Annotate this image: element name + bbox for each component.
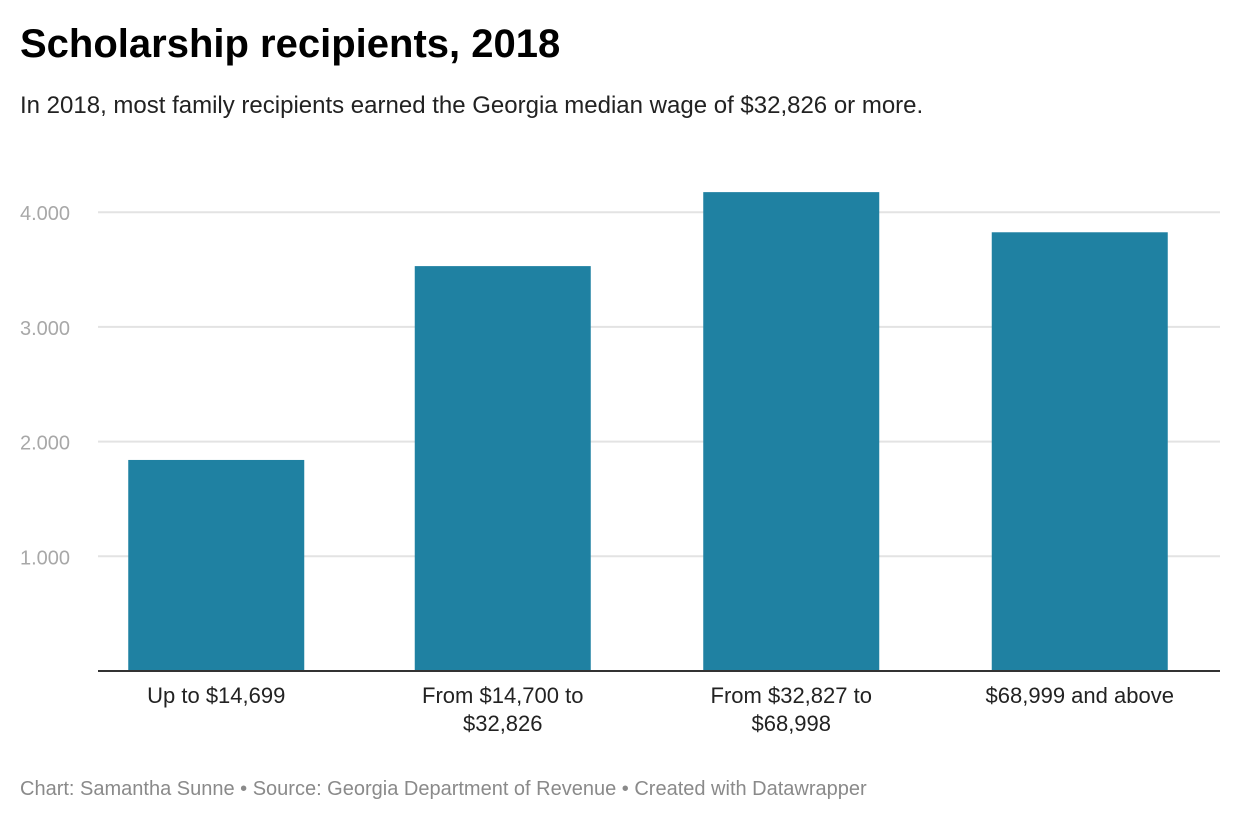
y-tick-label: 3.000 (20, 318, 70, 340)
x-tick-label: Up to $14,699 (147, 683, 285, 708)
bar (991, 232, 1168, 671)
x-tick-label: $32,826 (463, 711, 543, 736)
chart-title: Scholarship recipients, 2018 (20, 22, 561, 66)
y-tick-label: 1.000 (20, 547, 70, 569)
chart-footer: Chart: Samantha Sunne • Source: Georgia … (20, 778, 867, 800)
chart-subtitle: In 2018, most family recipients earned t… (20, 92, 924, 119)
bar (128, 459, 305, 671)
x-tick-label: From $32,827 to (711, 683, 872, 708)
x-tick-label: $68,999 and above (986, 683, 1174, 708)
x-tick-label: $68,998 (751, 711, 831, 736)
x-tick-label: From $14,700 to (422, 683, 583, 708)
bar (414, 266, 591, 671)
y-tick-label: 2.000 (20, 433, 70, 455)
y-tick-label: 4.000 (20, 203, 70, 225)
bar (703, 192, 880, 671)
